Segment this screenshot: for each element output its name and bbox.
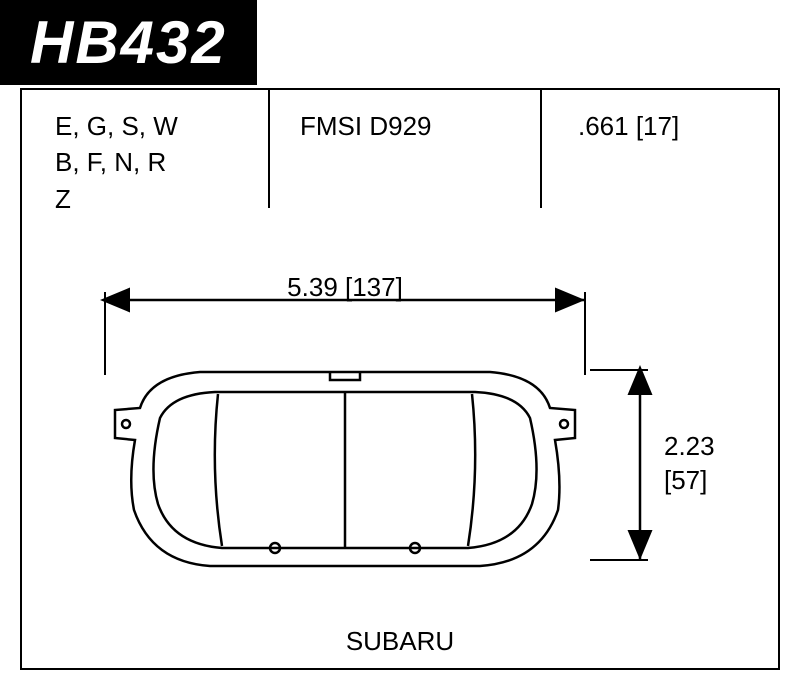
width-arrow xyxy=(105,292,585,375)
height-arrow xyxy=(590,370,648,560)
diagram-svg xyxy=(0,0,800,691)
brake-pad-outline xyxy=(115,372,575,566)
